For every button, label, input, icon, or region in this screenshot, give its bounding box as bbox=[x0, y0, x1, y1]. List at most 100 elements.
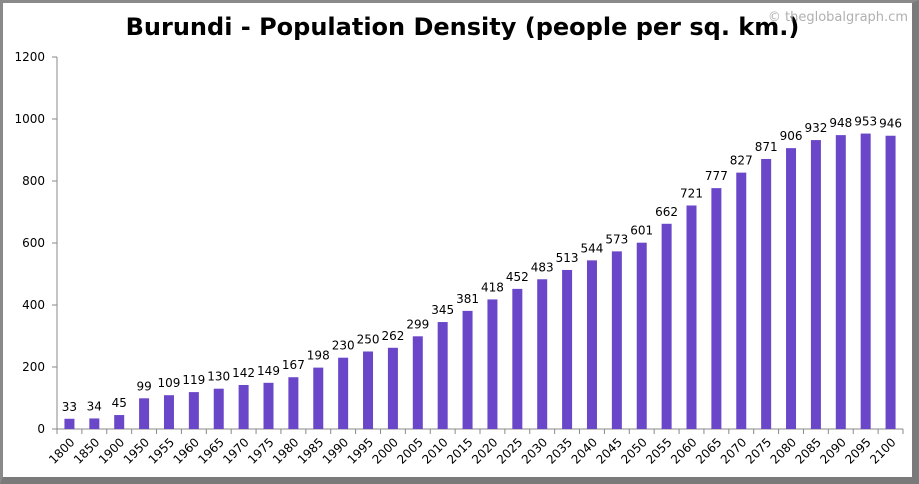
bar bbox=[462, 310, 473, 429]
y-tick-label: 400 bbox=[22, 298, 45, 312]
bar bbox=[661, 223, 672, 429]
x-tick-label: 2100 bbox=[867, 435, 898, 466]
data-label: 33 bbox=[62, 400, 77, 414]
data-label: 45 bbox=[112, 396, 127, 410]
data-label: 948 bbox=[829, 116, 852, 130]
data-label: 946 bbox=[879, 117, 902, 131]
x-tick-label: 1980 bbox=[270, 435, 301, 466]
y-tick-label: 200 bbox=[22, 360, 45, 374]
data-label: 262 bbox=[381, 329, 404, 343]
chart-title: Burundi - Population Density (people per… bbox=[125, 13, 800, 41]
bar bbox=[363, 351, 374, 429]
x-tick-label: 1970 bbox=[220, 435, 251, 466]
x-tick-label: 1950 bbox=[121, 435, 152, 466]
data-label: 230 bbox=[332, 339, 355, 353]
y-tick-label: 0 bbox=[37, 422, 45, 436]
x-tick-label: 1850 bbox=[71, 435, 102, 466]
x-tick-label: 2060 bbox=[668, 435, 699, 466]
data-label: 827 bbox=[730, 154, 753, 168]
data-label: 777 bbox=[705, 169, 728, 183]
x-tick-label: 2085 bbox=[793, 435, 824, 466]
x-tick-label: 1995 bbox=[345, 435, 376, 466]
x-tick-label: 1990 bbox=[320, 435, 351, 466]
x-tick-label: 2065 bbox=[693, 435, 724, 466]
bar bbox=[288, 377, 299, 429]
x-tick-label: 2045 bbox=[593, 435, 624, 466]
data-label: 142 bbox=[232, 366, 255, 380]
x-tick-label: 1960 bbox=[170, 435, 201, 466]
data-label: 452 bbox=[506, 270, 529, 284]
bar bbox=[313, 367, 324, 429]
bar bbox=[835, 135, 846, 429]
x-tick-label: 2040 bbox=[569, 435, 600, 466]
x-tick-label: 2035 bbox=[544, 435, 575, 466]
x-tick-label: 2075 bbox=[743, 435, 774, 466]
data-label: 573 bbox=[605, 232, 628, 246]
x-tick-label: 1955 bbox=[146, 435, 177, 466]
data-label: 381 bbox=[456, 292, 479, 306]
bar bbox=[636, 242, 647, 429]
data-label: 871 bbox=[755, 140, 778, 154]
x-tick-label: 2050 bbox=[618, 435, 649, 466]
x-tick-label: 2000 bbox=[370, 435, 401, 466]
bar bbox=[786, 148, 797, 429]
bar bbox=[437, 322, 448, 429]
bar bbox=[537, 279, 548, 429]
bar bbox=[139, 398, 150, 429]
data-label: 662 bbox=[655, 205, 678, 219]
data-label: 544 bbox=[581, 241, 604, 255]
x-tick-label: 1965 bbox=[195, 435, 226, 466]
bar bbox=[885, 135, 896, 430]
y-tick-label: 800 bbox=[22, 174, 45, 188]
x-tick-label: 2090 bbox=[817, 435, 848, 466]
bar bbox=[487, 299, 498, 429]
data-label: 906 bbox=[780, 129, 803, 143]
y-tick-label: 1200 bbox=[14, 50, 45, 64]
bar bbox=[586, 260, 597, 429]
y-tick-label: 600 bbox=[22, 236, 45, 250]
data-label: 149 bbox=[257, 364, 280, 378]
data-label: 601 bbox=[630, 224, 653, 238]
bar bbox=[562, 269, 573, 429]
bar bbox=[387, 347, 398, 429]
data-label: 109 bbox=[158, 376, 181, 390]
data-label: 932 bbox=[804, 121, 827, 135]
bar bbox=[114, 415, 125, 429]
x-tick-label: 2010 bbox=[419, 435, 450, 466]
y-tick-label: 1000 bbox=[14, 112, 45, 126]
x-tick-label: 1800 bbox=[46, 435, 77, 466]
data-label: 953 bbox=[854, 115, 877, 129]
bar bbox=[163, 395, 174, 429]
data-label: 34 bbox=[87, 399, 102, 413]
x-tick-label: 1985 bbox=[295, 435, 326, 466]
data-label: 250 bbox=[357, 333, 380, 347]
bar bbox=[512, 288, 523, 429]
x-tick-label: 2015 bbox=[444, 435, 475, 466]
bar bbox=[213, 388, 224, 429]
x-tick-label: 1900 bbox=[96, 435, 127, 466]
data-label: 513 bbox=[556, 251, 579, 265]
bar bbox=[238, 384, 249, 429]
data-label: 167 bbox=[282, 358, 305, 372]
x-tick-label: 2030 bbox=[519, 435, 550, 466]
bar bbox=[686, 205, 697, 429]
x-tick-label: 2070 bbox=[718, 435, 749, 466]
bar bbox=[64, 418, 75, 429]
bar bbox=[736, 172, 747, 429]
bar bbox=[860, 133, 871, 429]
data-label: 198 bbox=[307, 349, 330, 363]
data-label: 130 bbox=[207, 370, 230, 384]
bar bbox=[89, 418, 100, 429]
x-tick-label: 1975 bbox=[245, 435, 276, 466]
data-label: 299 bbox=[406, 317, 429, 331]
x-tick-label: 2095 bbox=[842, 435, 873, 466]
data-label: 418 bbox=[481, 280, 504, 294]
bar bbox=[188, 392, 199, 429]
bar bbox=[711, 188, 722, 429]
data-label: 119 bbox=[182, 373, 205, 387]
bar bbox=[338, 357, 349, 429]
x-tick-label: 2025 bbox=[494, 435, 525, 466]
x-tick-label: 2080 bbox=[768, 435, 799, 466]
